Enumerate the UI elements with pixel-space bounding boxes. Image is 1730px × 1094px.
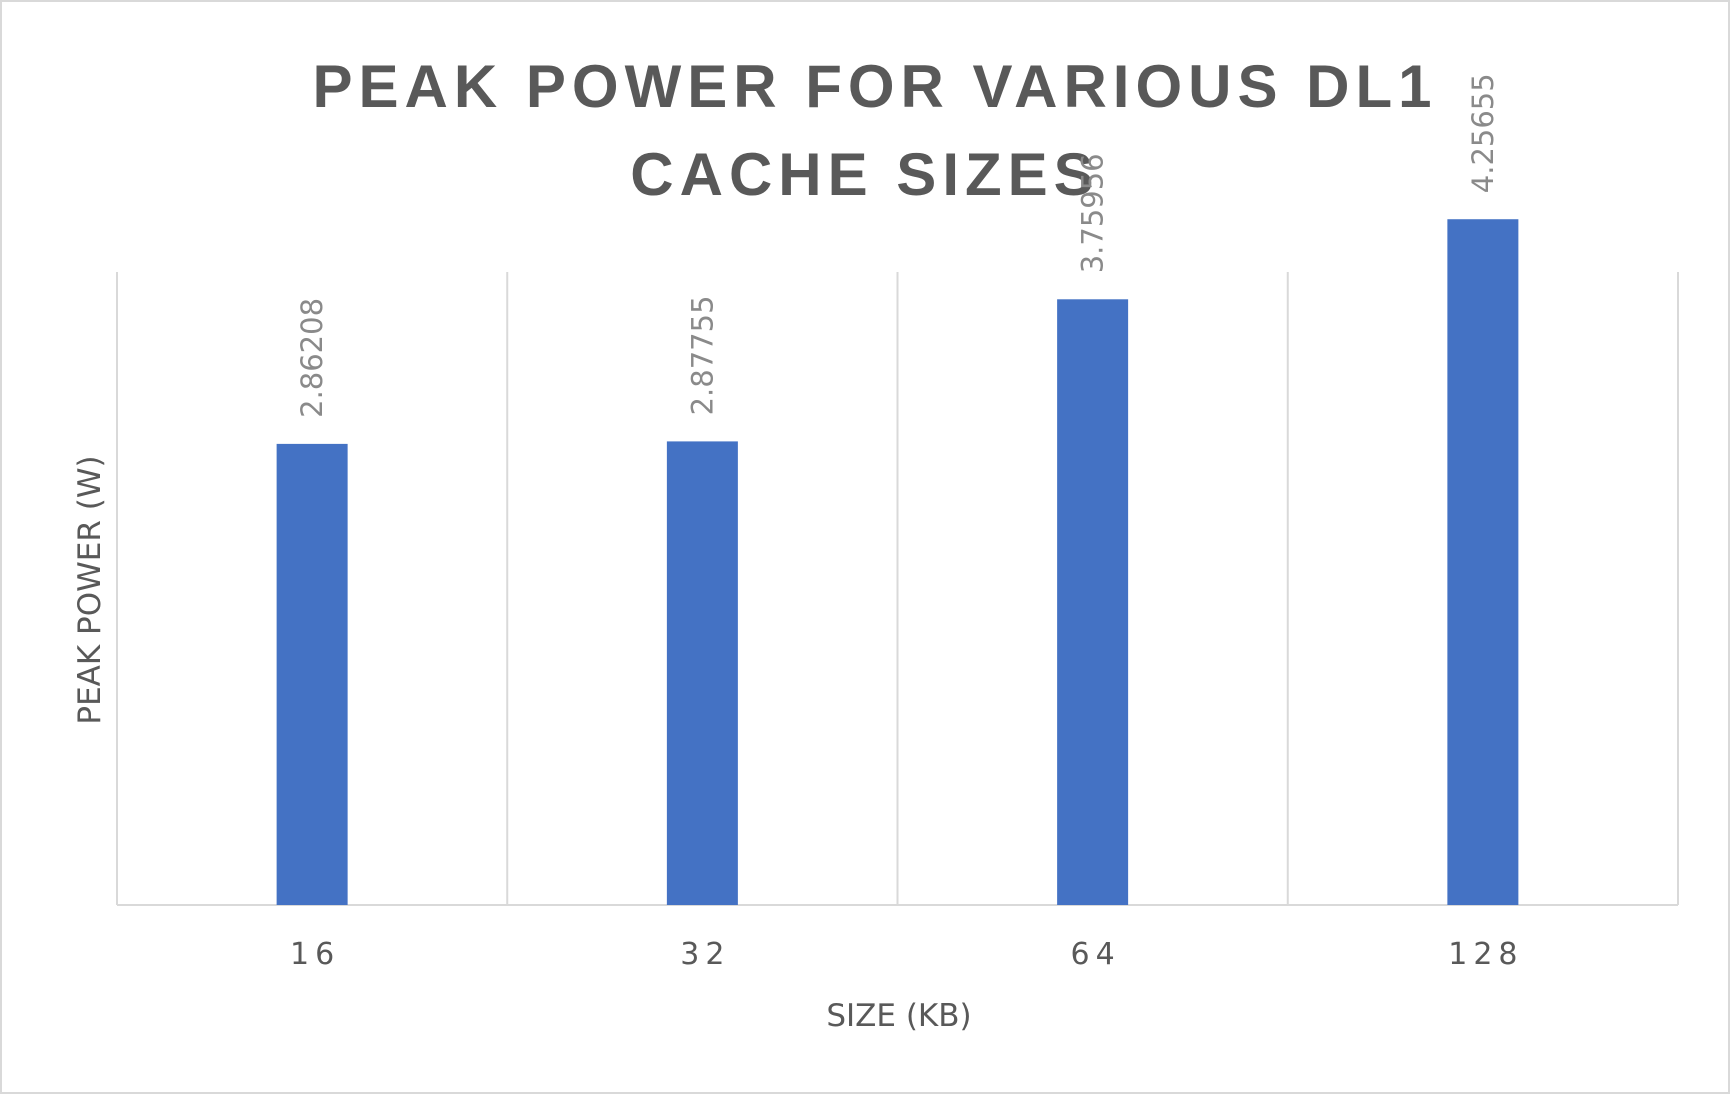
x-tick-label-128: 128 <box>1448 937 1523 972</box>
bar-128 <box>1447 219 1519 905</box>
x-tick-label-32: 32 <box>680 937 730 972</box>
bars <box>276 219 1519 906</box>
data-label-32: 2.87755 <box>685 295 719 415</box>
data-label-64: 3.75956 <box>1076 153 1110 273</box>
bar-32 <box>666 441 738 905</box>
gridlines <box>116 272 1679 905</box>
data-label-16: 2.86208 <box>295 298 329 418</box>
chart-title-line-1: PEAK POWER FOR VARIOUS DL1 <box>313 53 1438 120</box>
x-axis-label: SIZE (KB) <box>826 998 971 1034</box>
x-tick-labels: 16 32 64 128 <box>290 937 1523 972</box>
bar-16 <box>276 443 348 905</box>
chart-title-line-2: CACHE SIZES <box>630 141 1099 208</box>
x-tick-label-16: 16 <box>290 937 340 972</box>
x-tick-label-64: 64 <box>1071 937 1121 972</box>
bar-64 <box>1057 299 1129 906</box>
data-label-128: 4.25655 <box>1466 73 1500 193</box>
y-axis-label: PEAK POWER (W) <box>72 455 108 724</box>
data-labels: 2.86208 2.87755 3.75956 4.25655 <box>295 73 1500 418</box>
